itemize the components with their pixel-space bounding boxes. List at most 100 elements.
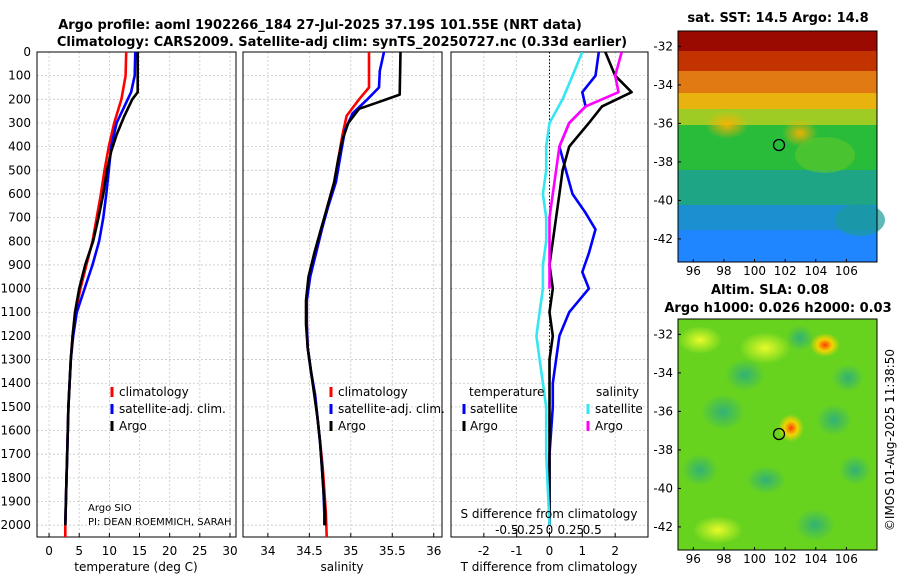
sst-band-yellow: [678, 93, 877, 109]
legend-label-satellite: satellite-adj. clim.: [338, 402, 445, 416]
salinity-x-tick-label: 34.5: [296, 544, 323, 558]
depth-tick-label: 900: [8, 258, 31, 272]
temperature-series-argo: [64, 52, 139, 526]
sst-band-orange: [678, 71, 877, 93]
difference-series-argo-salinity-: [548, 52, 623, 289]
depth-tick-label: 1400: [0, 376, 31, 390]
salinity-x-tick-label: 35: [343, 544, 358, 558]
legend-label-climatology: climatology: [119, 385, 189, 399]
sst-map-title: sat. SST: 14.5 Argo: 14.8: [687, 11, 868, 26]
depth-tick-label: 2000: [0, 518, 31, 532]
depth-tick-label: 1900: [0, 495, 31, 509]
temperature-series-satellite-adj-clim-: [64, 52, 137, 526]
difference-secondary-tick-label: -0.5: [495, 523, 518, 537]
map-x-tick-label: 98: [716, 264, 731, 278]
depth-tick-label: 200: [8, 92, 31, 106]
temperature-x-tick-label: 15: [132, 544, 147, 558]
map-x-tick-label: 106: [835, 264, 858, 278]
sst-band-teal: [678, 170, 877, 205]
map-y-tick-label: -32: [653, 327, 673, 341]
difference-legend: temperature salinity satellite Argo sate…: [462, 385, 643, 433]
map-y-tick-label: -32: [653, 39, 673, 53]
depth-tick-labels: 0 100 200 300 400 500 600 700 800 900 1000 1100 1200…: [0, 45, 31, 532]
temperature-x-tick-label: 10: [102, 544, 117, 558]
difference-secondary-tick-label: 0: [546, 523, 554, 537]
sla-low-eddy: [786, 325, 814, 351]
difference-secondary-xlabel: S difference from climatology: [461, 507, 638, 521]
legend-header-temperature: temperature: [469, 385, 544, 399]
argo-location-marker: [772, 427, 786, 441]
sla-high-peak: [778, 414, 804, 442]
map-x-tick-label: 100: [743, 552, 766, 566]
map-x-tick-label: 102: [774, 264, 797, 278]
salinity-xlabel: salinity: [320, 560, 363, 574]
depth-tick-label: 300: [8, 116, 31, 130]
grid-layer: [36, 51, 649, 538]
map-y-tick-label: -34: [653, 366, 673, 380]
difference-series-argo-temperature-: [548, 52, 633, 526]
depth-tick-label: 1700: [0, 447, 31, 461]
difference-x-tick-label: 1: [579, 544, 587, 558]
sla-low-eddy: [832, 364, 864, 392]
temperature-x-tick-label: 30: [222, 544, 237, 558]
legend-label-argo: Argo: [119, 419, 147, 433]
depth-tick-label: 800: [8, 234, 31, 248]
sla-map-title: Altim. SLA: 0.08: [711, 283, 829, 298]
argo-location-marker: [772, 138, 786, 152]
float-info-line1: Argo SIO: [88, 503, 132, 514]
difference-secondary-tick-label: -0.25: [513, 523, 544, 537]
sla-low-eddy: [839, 455, 871, 485]
depth-tick-label: 700: [8, 211, 31, 225]
salinity-series-climatology: [305, 52, 371, 537]
salinity-series-argo: [304, 52, 402, 526]
difference-x-tick-label: 2: [611, 544, 619, 558]
map-tick-labels: 96 98 100 102 104 106 -32 -34 -36 -38 -40 -42 96 98 10…: [653, 39, 857, 566]
sst-map: [677, 30, 885, 263]
difference-secondary-tick-label: 0.25: [557, 523, 584, 537]
sla-high-patch: [693, 516, 743, 544]
sst-band-warm: [678, 51, 877, 71]
map-x-tick-label: 106: [835, 552, 858, 566]
legend-header-salinity: salinity: [596, 385, 639, 399]
map-y-tick-label: -38: [653, 155, 673, 169]
depth-tick-label: 1100: [0, 305, 31, 319]
sla-low-eddy: [682, 454, 718, 486]
legend-label-argo-temperature: Argo: [470, 419, 498, 433]
salinity-x-tick-label: 34: [260, 544, 275, 558]
depth-tick-label: 1000: [0, 282, 31, 296]
sla-low-eddy: [746, 466, 786, 494]
temperature-legend: climatology satellite-adj. clim. Argo: [110, 385, 226, 433]
float-info-line2: PI: DEAN ROEMMICH, SARAH: [88, 517, 232, 528]
main-title-line2: Climatology: CARS2009. Satellite-adj cli…: [57, 35, 627, 50]
map-y-tick-label: -42: [653, 232, 673, 246]
map-y-tick-label: -36: [653, 404, 673, 418]
sst-warm-eddy: [705, 111, 749, 139]
map-y-tick-label: -34: [653, 78, 673, 92]
depth-tick-label: 600: [8, 187, 31, 201]
main-title-line1: Argo profile: aoml 1902266_184 27-Jul-20…: [58, 18, 582, 33]
sla-high-patch: [739, 332, 791, 364]
depth-tick-label: 1600: [0, 424, 31, 438]
map-x-tick-label: 100: [743, 264, 766, 278]
sst-cool-eddy: [835, 204, 885, 236]
salinity-legend: climatology satellite-adj. clim. Argo: [329, 385, 445, 433]
sst-band-warmest: [678, 31, 877, 51]
temperature-x-tick-label: 20: [162, 544, 177, 558]
legend-label-argo: Argo: [338, 419, 366, 433]
salinity-x-tick-label: 35.5: [379, 544, 406, 558]
depth-tick-label: 400: [8, 140, 31, 154]
sla-map-subtitle: Argo h1000: 0.026 h2000: 0.03: [664, 301, 891, 316]
map-x-tick-label: 98: [716, 552, 731, 566]
sla-low-eddy: [795, 509, 835, 541]
sst-band-blue: [678, 230, 877, 262]
temperature-x-tick-label: 25: [192, 544, 207, 558]
legend-label-satellite: satellite-adj. clim.: [119, 402, 226, 416]
depth-tick-label: 1300: [0, 353, 31, 367]
temperature-xlabel: temperature (deg C): [74, 560, 197, 574]
x-tick-labels: 0 5 10 15 20 25 30 34 34.5 35 35.5 36 -2 -1 0 1 2 -0.5-0.…: [45, 523, 619, 558]
map-y-tick-label: -42: [653, 520, 673, 534]
depth-tick-label: 1800: [0, 471, 31, 485]
legend-label-climatology: climatology: [338, 385, 408, 399]
legend-label-satellite-salinity: satellite: [595, 402, 643, 416]
